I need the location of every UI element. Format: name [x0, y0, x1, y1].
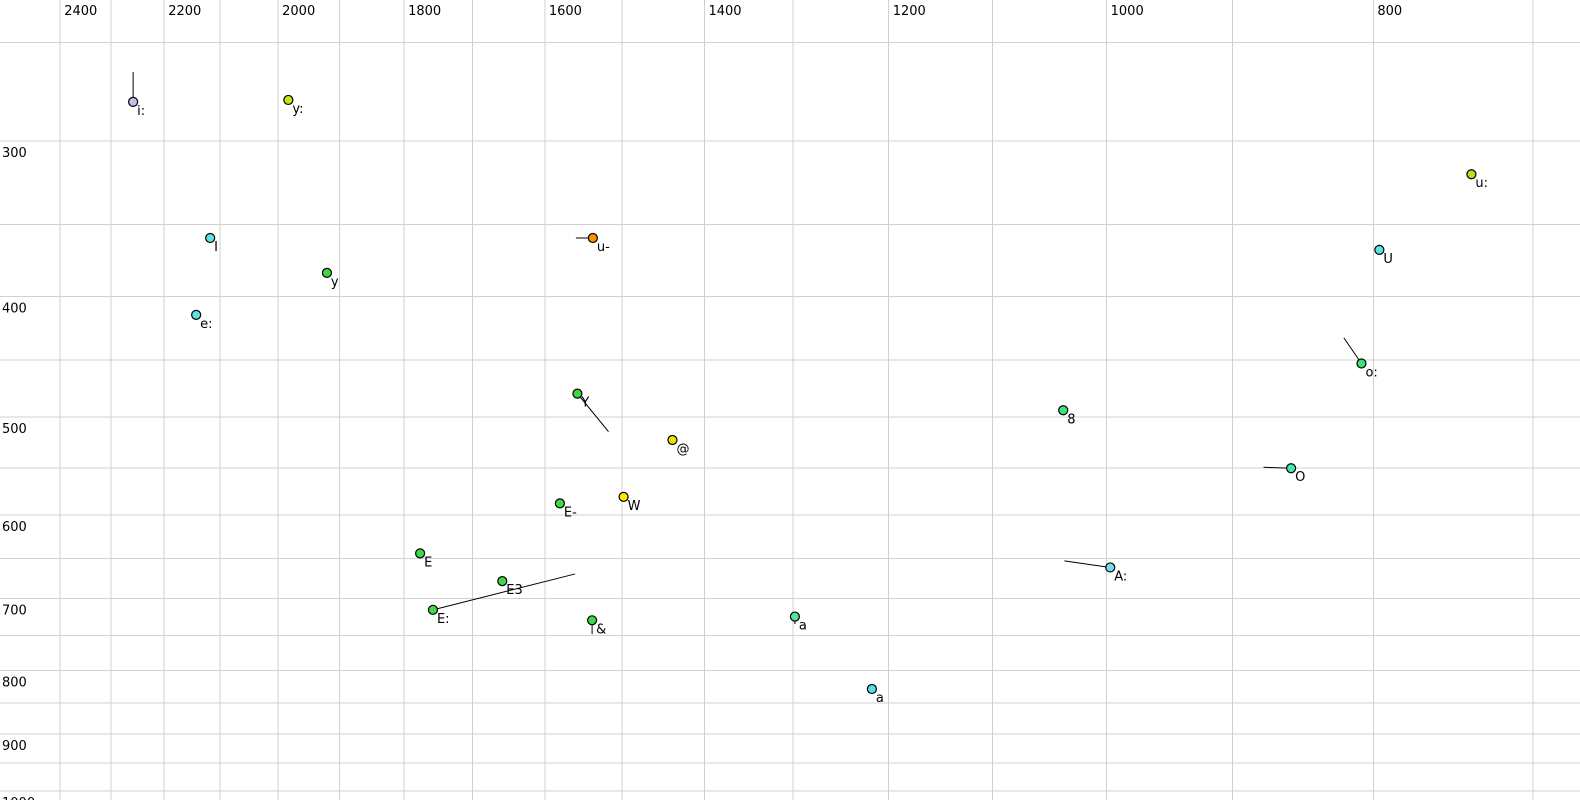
data-point-A:: [1105, 562, 1116, 573]
x-axis-tick-label-2000: 2000: [282, 4, 315, 19]
point-label-E: E: [424, 555, 432, 570]
data-point-U: [1374, 244, 1385, 255]
point-label-8: 8: [1067, 412, 1075, 427]
x-axis-tick-label-2200: 2200: [168, 4, 201, 19]
point-label-O: O: [1295, 470, 1305, 485]
data-point-8: [1058, 405, 1069, 416]
data-point-E3: [497, 576, 508, 587]
data-point-u-: [587, 232, 598, 244]
point-label-E3: E3: [506, 583, 522, 598]
point-label-u:: u:: [1475, 176, 1488, 191]
data-point-y: [321, 267, 333, 279]
data-point-a: [866, 683, 878, 695]
data-point-E-: [554, 498, 565, 509]
point-label-e:: e:: [200, 317, 212, 332]
data-point-@: [667, 434, 678, 446]
y-axis-tick-label-500: 500: [2, 422, 27, 437]
point-label-y: y: [331, 275, 339, 290]
point-label-u-: u-: [597, 240, 610, 255]
point-label-U: U: [1383, 252, 1393, 267]
data-point-e:: [191, 309, 202, 321]
point-tail-Y: [577, 393, 609, 433]
data-point-W: [618, 491, 629, 502]
point-label-i:: i:: [137, 104, 145, 119]
point-label-o:: o:: [1365, 366, 1377, 381]
y-axis-tick-label-300: 300: [2, 146, 27, 161]
data-point-I: [205, 232, 216, 244]
y-axis-tick-label-900: 900: [2, 739, 27, 754]
point-label-E:: E:: [437, 612, 450, 627]
data-point-Y: [572, 388, 583, 399]
data-point-E:: [427, 604, 439, 615]
data-point-o:: [1356, 358, 1367, 369]
point-tail-A:: [1064, 560, 1111, 568]
point-label-Y: Y: [580, 396, 589, 411]
point-tail-E:: [432, 573, 576, 611]
point-label-a: a: [799, 619, 807, 634]
point-label-a: a: [876, 691, 884, 706]
data-point-a: [789, 611, 800, 622]
y-axis-tick-label-700: 700: [2, 603, 27, 618]
x-axis-tick-label-1200: 1200: [893, 4, 926, 19]
x-axis-tick-label-800: 800: [1377, 4, 1402, 19]
y-axis-tick-label-800: 800: [2, 675, 27, 690]
x-axis-tick-label-1600: 1600: [549, 4, 582, 19]
x-axis-tick-label-1000: 1000: [1111, 4, 1144, 19]
x-axis-tick-label-1800: 1800: [408, 4, 441, 19]
point-label-&: &: [596, 622, 606, 637]
point-label-W: W: [628, 499, 641, 514]
data-point-u:: [1466, 169, 1477, 180]
x-axis-tick-label-2400: 2400: [64, 4, 97, 19]
point-label-@: @: [676, 442, 689, 457]
point-label-y:: y:: [292, 102, 303, 117]
point-label-A:: A:: [1114, 569, 1127, 584]
data-point-E: [415, 548, 426, 559]
y-axis-tick-label-1000: 1000: [2, 796, 35, 800]
point-label-I: I: [214, 240, 218, 255]
data-point-O: [1286, 463, 1297, 474]
point-label-E-: E-: [564, 505, 577, 520]
y-axis-tick-label-400: 400: [2, 301, 27, 316]
data-point-y:: [283, 94, 294, 106]
data-point-&: [587, 615, 598, 626]
y-axis-tick-label-600: 600: [2, 520, 27, 535]
x-axis-tick-label-1400: 1400: [708, 4, 741, 19]
point-tail-o:: [1343, 337, 1362, 364]
data-point-i:: [128, 96, 139, 107]
